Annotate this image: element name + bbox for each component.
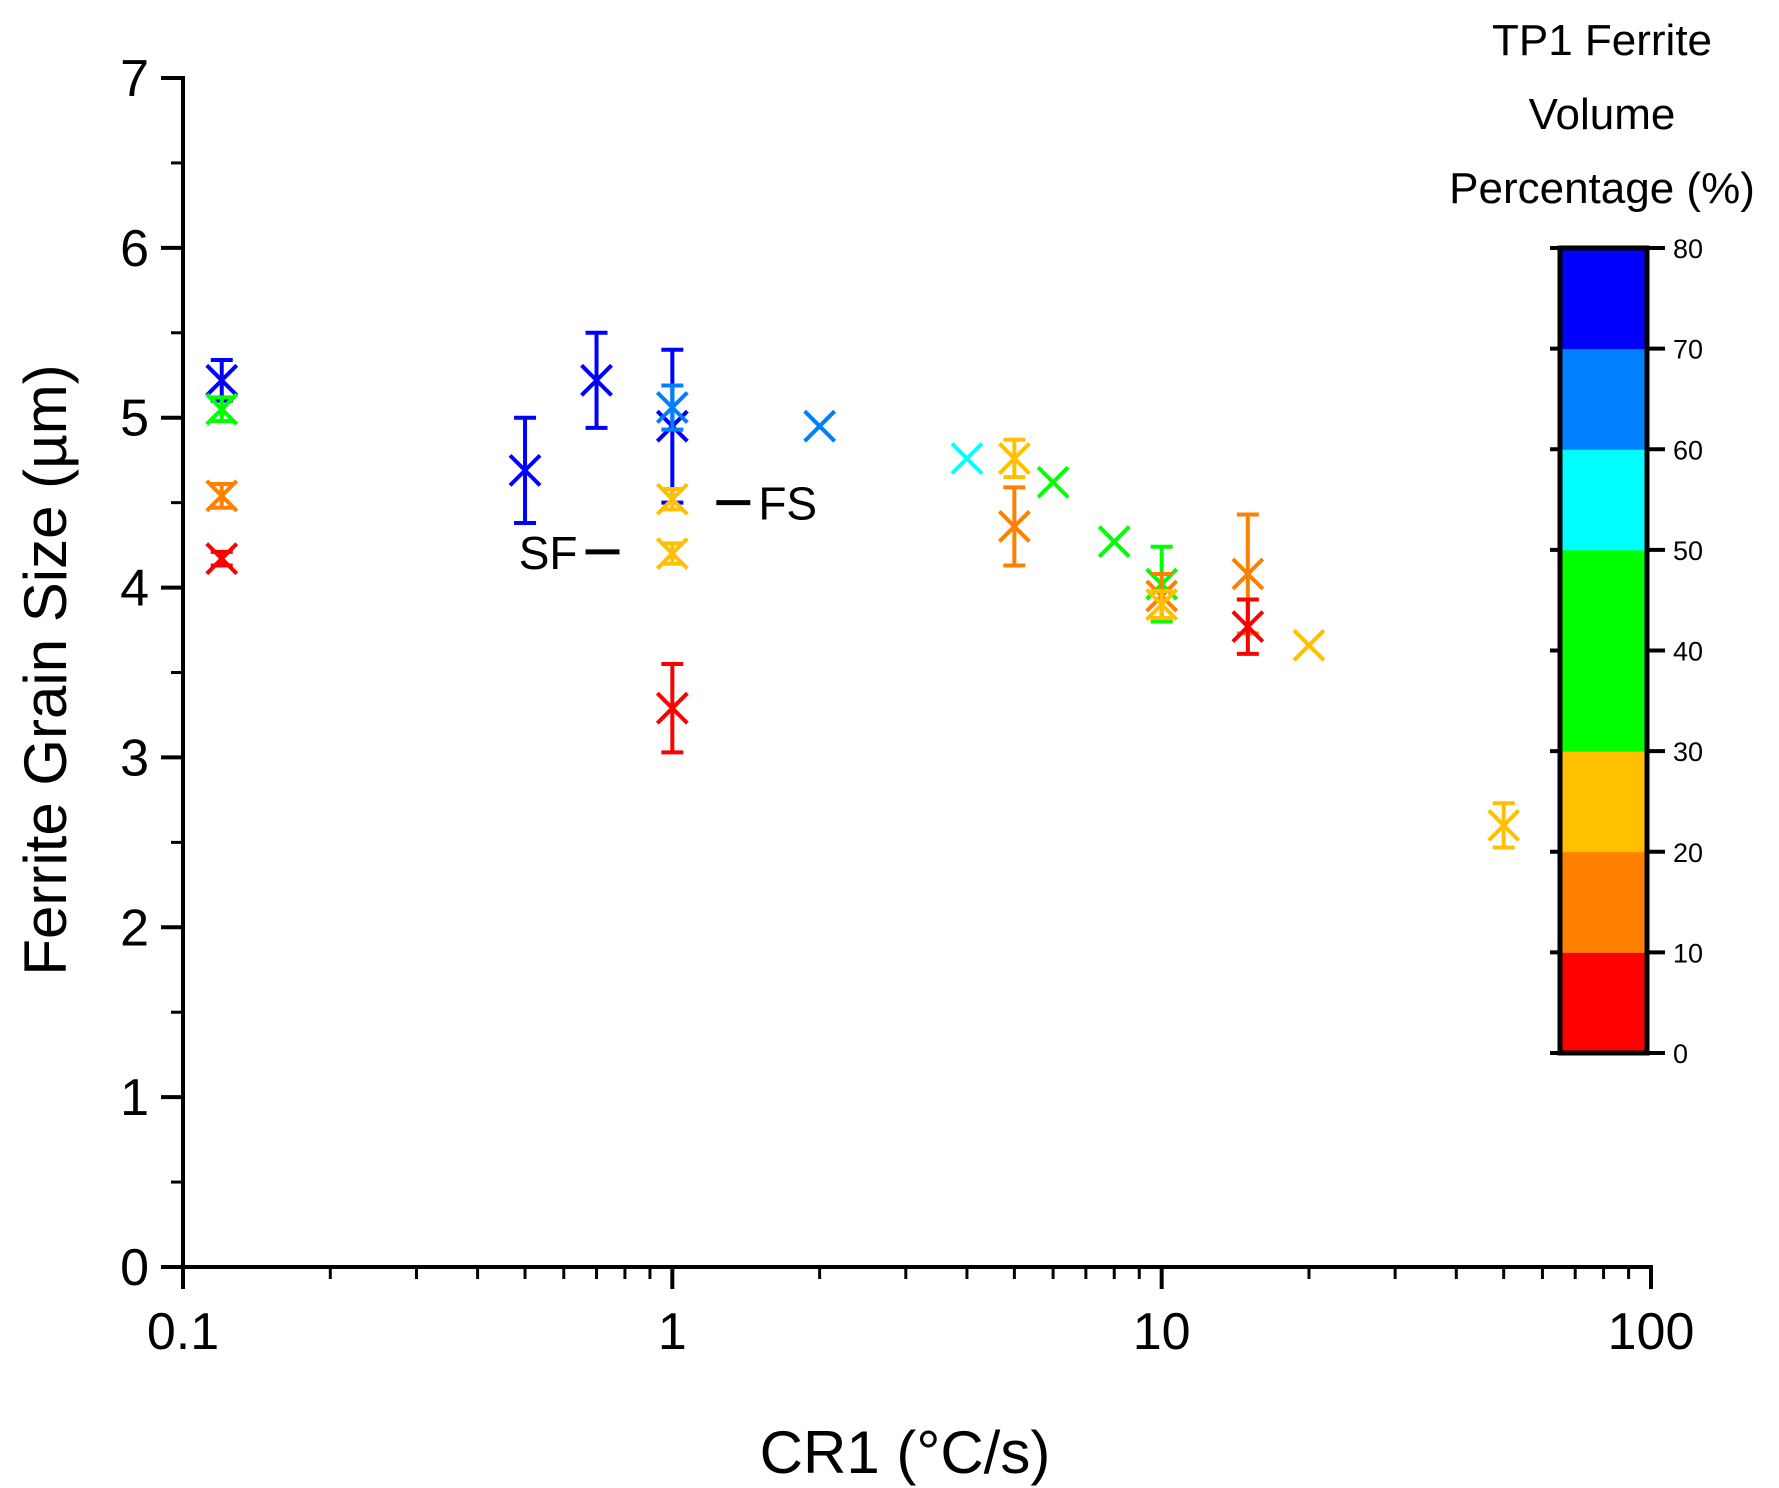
x-marker-stroke [1292,628,1326,662]
data-point [1487,801,1521,850]
colorbar: 0 10 20 30 40 50 60 70 80 TP1 Ferrite Volume Percen… [1449,16,1755,1069]
y-axis-title: Ferrite Grain Size (µm) [12,364,79,975]
data-point [950,442,984,475]
x-marker-stroke [205,542,239,576]
x-marker-stroke [655,391,689,424]
colorbar-tick-label: 80 [1673,234,1703,264]
colorbar-tick-label: 70 [1673,335,1703,365]
x-tick-label: 1 [658,1303,687,1361]
data-point [1036,465,1070,499]
data-point [508,415,542,526]
x-marker-stroke [803,409,837,443]
x-marker-stroke [997,442,1031,475]
x-marker-stroke [580,363,613,397]
data-point [997,485,1031,568]
data-point [205,392,239,426]
data-point [580,330,613,430]
y-tick-label: 5 [120,390,149,448]
colorbar-tick-label: 10 [1673,938,1703,968]
y-tick-label: 2 [120,899,149,957]
annotation-label: FS [758,478,817,530]
x-marker-stroke [205,392,239,426]
annotations: FS SF [519,478,817,579]
colorbar-title-line: Volume [1529,90,1676,139]
data-point [997,437,1031,480]
data-point [655,662,689,755]
x-marker-stroke [205,479,239,513]
x-marker-stroke [1145,588,1179,621]
data-point [803,409,837,443]
colorbar-tick-label: 40 [1673,637,1703,667]
axes: 0 1 2 3 4 5 6 7 0.1 1 10 100 [120,50,1694,1361]
x-marker-stroke [655,691,689,725]
colorbar-band [1560,449,1647,551]
x-marker-stroke [950,442,984,475]
colorbar-title-line: Percentage (%) [1449,164,1755,213]
colorbar-title-line: TP1 Ferrite [1492,16,1712,65]
colorbar-band [1560,248,1647,350]
colorbar-tick-label: 0 [1673,1039,1688,1069]
x-marker-stroke [655,482,689,516]
x-marker-stroke [1231,557,1265,591]
data-point [205,357,239,403]
x-marker-stroke [655,537,689,571]
data-point [655,482,689,516]
data-point [205,479,239,513]
y-tick-label: 3 [120,729,149,787]
colorbar-band [1560,348,1647,450]
x-marker-stroke [1487,808,1521,842]
x-axis-title: CR1 (°C/s) [760,1419,1051,1486]
colorbar-band [1560,952,1647,1054]
x-marker-stroke [997,510,1031,543]
y-tick-label: 0 [120,1239,149,1297]
y-tick-label: 7 [120,50,149,108]
colorbar-band [1560,751,1647,853]
colorbar-tick-label: 30 [1673,737,1703,767]
colorbar-band [1560,549,1647,651]
data-point [655,537,689,571]
x-tick-label: 0.1 [147,1303,219,1361]
data-point [1145,588,1179,621]
x-marker-stroke [1097,525,1131,559]
x-tick-label: 10 [1133,1303,1191,1361]
data-point [655,383,689,432]
colorbar-tick-label: 60 [1673,435,1703,465]
colorbar-band [1560,851,1647,953]
y-tick-label: 6 [120,220,149,278]
data-point [1292,628,1326,662]
y-tick-label: 1 [120,1069,149,1127]
colorbar-tick-label: 50 [1673,536,1703,566]
data-point [1097,525,1131,559]
x-marker-stroke [1231,610,1265,644]
x-marker-stroke [1036,465,1070,499]
colorbar-band [1560,650,1647,752]
x-marker-stroke [205,363,239,397]
x-marker-stroke [508,453,542,487]
data-marks [205,330,1521,850]
data-point [1231,597,1265,656]
colorbar-tick-label: 20 [1673,838,1703,868]
x-tick-label: 100 [1608,1303,1695,1361]
y-tick-label: 4 [120,560,149,618]
data-point [205,542,239,576]
annotation-label: SF [519,527,578,579]
